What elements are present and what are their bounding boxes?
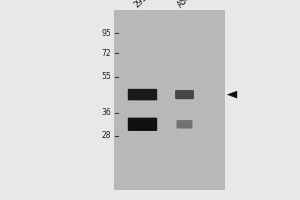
Text: 36: 36: [101, 108, 111, 117]
FancyBboxPatch shape: [175, 90, 194, 99]
Text: 28: 28: [101, 132, 111, 140]
FancyBboxPatch shape: [114, 10, 225, 190]
Polygon shape: [227, 91, 237, 98]
Text: 293T/17: 293T/17: [132, 0, 160, 9]
FancyBboxPatch shape: [128, 118, 157, 131]
Text: A549: A549: [176, 0, 196, 9]
Text: 95: 95: [101, 29, 111, 38]
FancyBboxPatch shape: [176, 120, 193, 129]
Text: 55: 55: [101, 72, 111, 81]
FancyBboxPatch shape: [128, 89, 157, 100]
Text: 72: 72: [101, 49, 111, 58]
